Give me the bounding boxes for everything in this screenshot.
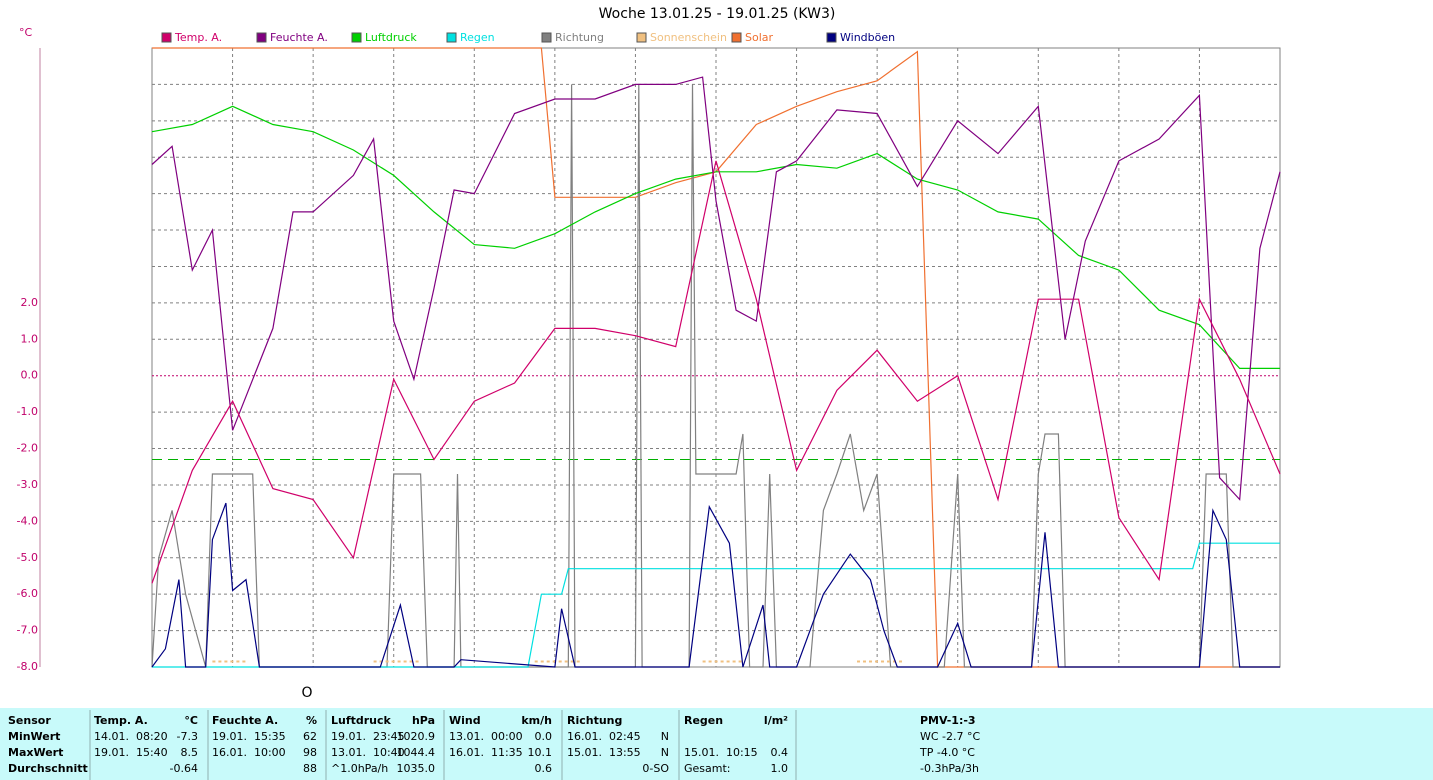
table-cell: 62 (303, 730, 317, 743)
table-bg (0, 708, 1433, 780)
row-label: MinWert (8, 730, 60, 743)
legend-label: Regen (460, 31, 495, 44)
table-cell: 10.1 (528, 746, 553, 759)
y-tick-label: -4.0 (17, 514, 38, 527)
table-cell: 0.4 (771, 746, 789, 759)
series-line (152, 47, 1280, 668)
stats-table: Sensor Temp. A. °C Feuchte A.% Luftdruck hPa W… (8, 714, 981, 775)
table-cell: Gesamt: (684, 762, 731, 775)
y-tick-label: -2.0 (17, 442, 38, 455)
table-header: Feuchte A. (212, 714, 278, 727)
legend-label: Richtung (555, 31, 604, 44)
legend-swatch (541, 32, 552, 43)
legend-label: Solar (745, 31, 774, 44)
marker: O (301, 685, 312, 701)
series-line (151, 76, 1281, 501)
table-cell: -0.64 (170, 762, 198, 775)
series-line (151, 84, 1280, 668)
table-cell: 13.01. 10:40 (331, 746, 405, 759)
y-tick-label: -7.0 (17, 624, 38, 637)
y-tick-label: -8.0 (17, 660, 38, 673)
table-header: Richtung (567, 714, 622, 727)
table-cell: TP -4.0 °C (919, 746, 975, 759)
table-cell: 15.01. 13:55 (567, 746, 641, 759)
legend-swatch (731, 32, 742, 43)
table-cell: 1.0 (771, 762, 789, 775)
table-cell: 16.01. 11:35 (449, 746, 523, 759)
legend-swatch (161, 32, 172, 43)
y-tick-label: -3.0 (17, 478, 38, 491)
y-tick-label: -6.0 (17, 587, 38, 600)
legend-swatch (826, 32, 837, 43)
legend-label: Luftdruck (365, 31, 417, 44)
legend-label: Feuchte A. (270, 31, 328, 44)
table-header: °C (184, 714, 198, 727)
y-unit: °C (19, 26, 33, 39)
table-header: Wind (449, 714, 481, 727)
series-line (151, 105, 1280, 369)
y-tick-label: 1.0 (21, 332, 39, 345)
table-cell: 1044.4 (397, 746, 436, 759)
table-cell: 14.01. 08:20 (94, 730, 168, 743)
table-cell: ^1.0hPa/h (331, 762, 388, 775)
row-label: Durchschnitt (8, 762, 88, 775)
y-tick-label: -1.0 (17, 405, 38, 418)
table-cell: 19.01. 15:40 (94, 746, 168, 759)
table-cell: 13.01. 00:00 (449, 730, 523, 743)
table-cell: 0-SO (642, 762, 669, 775)
y-tick-label: 0.0 (21, 369, 39, 382)
y-tick-label: -5.0 (17, 551, 38, 564)
table-header: Regen (684, 714, 723, 727)
legend-label: Windböen (840, 31, 895, 44)
table-header: Luftdruck (331, 714, 392, 727)
table-header: % (306, 714, 317, 727)
table-header: Temp. A. (94, 714, 148, 727)
table-cell: 19.01. 23:45 (331, 730, 405, 743)
table-cell: 0.6 (535, 762, 553, 775)
table-cell: -0.3hPa/3h (920, 762, 979, 775)
table-cell: N (661, 730, 669, 743)
table-cell: 19.01. 15:35 (212, 730, 286, 743)
table-cell: 8.5 (181, 746, 199, 759)
legend-swatch (351, 32, 362, 43)
chart-title: Woche 13.01.25 - 19.01.25 (KW3) (599, 6, 836, 22)
row-label: MaxWert (8, 746, 63, 759)
series-line (151, 502, 1280, 668)
table-header: km/h (521, 714, 552, 727)
series-line (152, 542, 1280, 668)
table-cell: -7.3 (177, 730, 198, 743)
table-cell: WC -2.7 °C (920, 730, 981, 743)
y-tick-label: 2.0 (21, 296, 39, 309)
legend-label: Sonnenschein (650, 31, 727, 44)
table-header: PMV-1:-3 (920, 714, 976, 727)
table-header: hPa (412, 714, 435, 727)
series-line (151, 160, 1281, 584)
legend-swatch (636, 32, 647, 43)
table-header: l/m² (764, 714, 788, 727)
table-cell: 16.01. 10:00 (212, 746, 286, 759)
table-cell: 98 (303, 746, 317, 759)
table-cell: N (661, 746, 669, 759)
table-cell: 1020.9 (397, 730, 436, 743)
legend-swatch (256, 32, 267, 43)
legend-label: Temp. A. (174, 31, 222, 44)
table-cell: 16.01. 02:45 (567, 730, 641, 743)
table-lines (89, 710, 797, 780)
table-cell: 88 (303, 762, 317, 775)
legend-swatch (446, 32, 457, 43)
table-cell: 15.01. 10:15 (684, 746, 758, 759)
table-header: Sensor (8, 714, 51, 727)
table-cell: 0.0 (535, 730, 553, 743)
table-cell: 1035.0 (397, 762, 436, 775)
